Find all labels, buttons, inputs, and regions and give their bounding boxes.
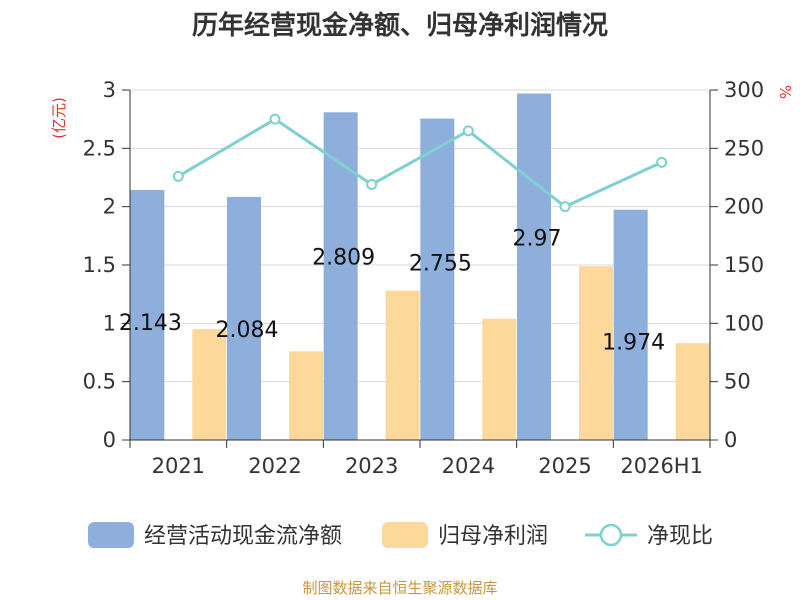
right-axis-unit: % — [776, 85, 794, 99]
cashflow-bar — [323, 112, 358, 441]
net-profit-bar — [385, 290, 420, 440]
ratio-point — [172, 170, 184, 182]
left-tick-label: 3 — [103, 78, 116, 102]
cashflow-data-label: 1.974 — [602, 331, 665, 356]
cashflow-bar — [130, 189, 165, 440]
legend-marker — [599, 523, 623, 547]
legend-label: 归母净利润 — [438, 524, 548, 549]
ratio-point — [269, 113, 281, 125]
left-tick-label: 1.5 — [83, 253, 116, 277]
left-tick-label: 1 — [103, 311, 116, 335]
net-profit-bar — [482, 318, 517, 440]
net-profit-bar — [675, 343, 710, 440]
left-tick-label: 2 — [103, 195, 116, 219]
source-note: 制图数据来自恒生聚源数据库 — [302, 579, 497, 597]
x-tick-label: 2022 — [248, 454, 301, 478]
axes: 0 0.5 1 1.5 2 2.5 3 0 50 100 150 200 250 300 2021 2022 2… — [83, 78, 765, 478]
x-tick-label: 2026H1 — [620, 454, 703, 478]
cashflow-bar — [613, 209, 648, 440]
left-axis-unit: (亿元) — [50, 97, 68, 139]
ratio-line — [172, 113, 668, 213]
chart-title: 历年经营现金净额、归母净利润情况 — [192, 10, 608, 41]
cashflow-data-label: 2.143 — [119, 311, 182, 336]
ratio-line-path — [177, 117, 663, 209]
legend-swatch — [88, 522, 134, 548]
data-labels: 2.143 2.084 2.809 2.755 2.97 1.974 — [119, 227, 665, 356]
right-tick-label: 200 — [724, 195, 764, 219]
ratio-point — [366, 179, 378, 190]
ratio-point — [462, 125, 474, 137]
x-tick-label: 2021 — [152, 454, 205, 478]
x-tick-label: 2024 — [442, 454, 495, 478]
left-tick-label: 0 — [103, 428, 116, 452]
cashflow-bar — [517, 93, 551, 440]
ratio-point — [559, 201, 571, 213]
legend: 经营活动现金流净额 归母净利润 净现比 — [88, 522, 713, 549]
right-tick-label: 300 — [724, 78, 764, 102]
x-tick-label: 2023 — [345, 454, 398, 478]
right-tick-label: 250 — [724, 136, 764, 160]
net-profit-bar — [192, 329, 227, 440]
left-tick-label: 2.5 — [83, 136, 116, 160]
net-profit-bar — [579, 266, 613, 440]
x-tick-label: 2025 — [538, 454, 591, 478]
cashflow-data-label: 2.809 — [312, 245, 375, 270]
right-tick-label: 50 — [724, 370, 751, 394]
legend-swatch — [382, 522, 428, 548]
cashflow-data-label: 2.97 — [513, 227, 562, 252]
cashflow-data-label: 2.755 — [409, 252, 472, 277]
right-tick-label: 0 — [724, 428, 737, 452]
net-profit-bar — [289, 351, 323, 440]
legend-label: 经营活动现金流净额 — [144, 524, 342, 549]
cashflow-bar — [420, 118, 455, 440]
left-tick-label: 0.5 — [83, 370, 116, 394]
bars — [130, 93, 710, 441]
cashflow-data-label: 2.084 — [216, 318, 279, 343]
right-tick-label: 150 — [724, 253, 764, 277]
cashflow-bar — [227, 196, 261, 440]
legend-label: 净现比 — [647, 524, 713, 549]
ratio-point — [656, 156, 668, 168]
right-tick-label: 100 — [724, 311, 764, 335]
